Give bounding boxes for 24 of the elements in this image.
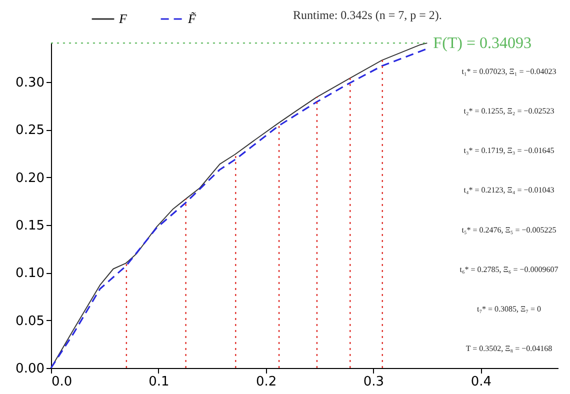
x-tick-label: 0.2 xyxy=(256,374,277,390)
legend-label: F xyxy=(118,11,128,26)
annotation: t₂* = 0.1255, Ξ₂ = −0.02523 xyxy=(464,106,554,116)
y-tick-label: 0.15 xyxy=(16,218,44,234)
y-tick-label: 0.05 xyxy=(16,314,44,329)
annotation: t₇* = 0.3085, Ξ₇ = 0 xyxy=(477,304,541,314)
x-tick-label: 0.1 xyxy=(148,374,170,390)
ref-line-label: F(T) = 0.34093 xyxy=(433,35,532,52)
y-tick-label: 0.20 xyxy=(16,170,44,186)
annotation: t₃* = 0.1719, Ξ₃ = −0.01645 xyxy=(464,146,554,156)
x-tick-label: 0.3 xyxy=(363,374,384,390)
y-tick-label: 0.25 xyxy=(16,123,44,138)
x-tick-label: 0.4 xyxy=(470,374,492,390)
annotation: t₅* = 0.2476, Ξ₅ = −0.005225 xyxy=(462,225,556,234)
annotation: t₁* = 0.07023, Ξ₁ = −0.04023 xyxy=(462,67,556,76)
annotation: t₄* = 0.2123, Ξ₄ = −0.01043 xyxy=(464,186,554,195)
y-tick-label: 0.00 xyxy=(16,362,44,376)
y-tick-label: 0.30 xyxy=(16,76,44,91)
x-tick-label: 0.0 xyxy=(52,374,72,390)
annotation: t₆* = 0.2785, Ξ₆ = −0.0009607 xyxy=(460,264,558,274)
legend-label: F̃ xyxy=(187,11,197,26)
chart-title: Runtime: 0.342s (n = 7, p = 2). xyxy=(293,8,442,22)
annotation: T = 0.3502, Ξ₈ = −0.04168 xyxy=(466,344,552,353)
y-tick-label: 0.10 xyxy=(16,266,44,282)
